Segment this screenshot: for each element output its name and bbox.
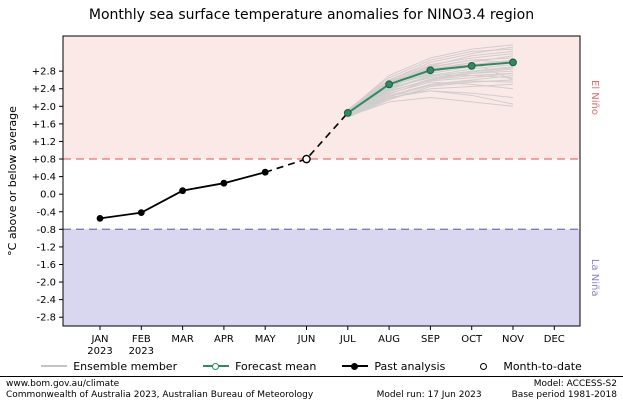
footer-url: www.bom.gov.au/climate xyxy=(6,379,120,389)
x-tick-label: FEB xyxy=(132,334,151,345)
el-nino-label: El Niño xyxy=(589,80,600,115)
y-tick-label: -2.0 xyxy=(36,278,56,289)
footer: www.bom.gov.au/climate Commonwealth of A… xyxy=(0,376,623,400)
chart-title: Monthly sea surface temperature anomalie… xyxy=(88,7,535,23)
x-tick-label: JUL xyxy=(339,334,356,345)
y-tick-label: -2.4 xyxy=(36,295,56,306)
forecast-mean-point xyxy=(385,80,394,89)
y-tick-label: +1.6 xyxy=(32,119,56,130)
x-tick-label: JUN xyxy=(297,334,316,345)
x-tick-label: MAR xyxy=(171,334,193,345)
y-axis-label: °C above or below average xyxy=(6,106,19,256)
past-analysis-point xyxy=(179,187,187,195)
la-nina-label: La Niña xyxy=(589,259,600,297)
x-tick-label: OCT xyxy=(461,334,483,345)
past-analysis-point xyxy=(137,209,145,217)
footer-right: Model: ACCESS-S2 Model run: 17 Jun 2023 B… xyxy=(377,379,617,400)
legend-label: Forecast mean xyxy=(235,359,317,373)
ensemble-member-marker xyxy=(41,362,68,371)
y-tick-label: +2.4 xyxy=(32,84,56,95)
legend-item-forecast: Forecast mean xyxy=(203,360,316,373)
x-tick-label: APR xyxy=(214,334,234,345)
forecast-mean-point xyxy=(426,66,435,75)
forecast-mean-point xyxy=(343,108,352,117)
x-tick-label: SEP xyxy=(421,334,440,345)
y-tick-label: +2.8 xyxy=(32,67,56,78)
legend-item-mtd: Month-to-date xyxy=(471,359,582,373)
past-analysis-marker xyxy=(342,362,369,371)
past-analysis-point xyxy=(261,168,269,176)
x-tick-label: NOV xyxy=(502,334,524,345)
la-nina-region xyxy=(63,229,580,326)
x-tick-label: AUG xyxy=(378,334,400,345)
past-analysis-point xyxy=(220,179,228,187)
footer-copyright: Commonwealth of Australia 2023, Australi… xyxy=(6,389,314,400)
legend-item-ensemble: Ensemble member xyxy=(41,360,177,373)
footer-base-period: Base period 1981-2018 xyxy=(511,389,617,400)
y-tick-label: -1.6 xyxy=(36,260,56,271)
x-tick-label: MAY xyxy=(255,334,277,345)
y-tick-label: +0.4 xyxy=(32,172,56,183)
forecast-mean-marker xyxy=(203,362,230,371)
y-tick-label: 0.0 xyxy=(40,190,56,201)
x-tick-year: 2023 xyxy=(87,346,112,356)
past-analysis-line xyxy=(99,171,266,220)
y-tick-label: -1.2 xyxy=(36,242,56,253)
past-analysis-point xyxy=(96,214,104,222)
month-to-date-marker-legend xyxy=(471,362,497,371)
footer-model-run: Model run: 17 Jun 2023 xyxy=(376,389,482,400)
legend-label: Past analysis xyxy=(374,359,446,373)
x-tick-year: 2023 xyxy=(129,346,154,356)
y-tick-label: +1.2 xyxy=(32,137,56,148)
footer-left: www.bom.gov.au/climate Commonwealth of A… xyxy=(6,379,313,400)
el-nino-region xyxy=(63,36,580,160)
x-tick-label: DEC xyxy=(544,334,565,345)
month-to-date-marker xyxy=(302,154,311,164)
y-tick-label: +2.0 xyxy=(32,102,56,113)
plot-border xyxy=(62,35,581,327)
legend-item-past: Past analysis xyxy=(342,360,445,373)
month-to-date-connector xyxy=(264,112,349,173)
forecast-mean-point xyxy=(467,61,476,70)
y-tick-label: -0.4 xyxy=(36,207,56,218)
y-tick-label: -2.8 xyxy=(36,313,56,324)
legend-label: Month-to-date xyxy=(503,359,582,373)
y-tick-label: -0.8 xyxy=(36,225,56,236)
legend: Ensemble member Forecast mean Past analy… xyxy=(0,356,623,376)
y-tick-label: +0.8 xyxy=(32,155,56,166)
sst-anomaly-chart: +2.8 +2.4 +2.0 +1.6 +1.2 +0.8 +0.4 0.0 -0.4 -0.8 -… xyxy=(6,35,600,356)
legend-label: Ensemble member xyxy=(73,359,178,373)
x-tick-label: JAN xyxy=(90,334,108,345)
forecast-mean-point xyxy=(509,58,517,67)
footer-model: Model: ACCESS-S2 xyxy=(533,379,617,389)
